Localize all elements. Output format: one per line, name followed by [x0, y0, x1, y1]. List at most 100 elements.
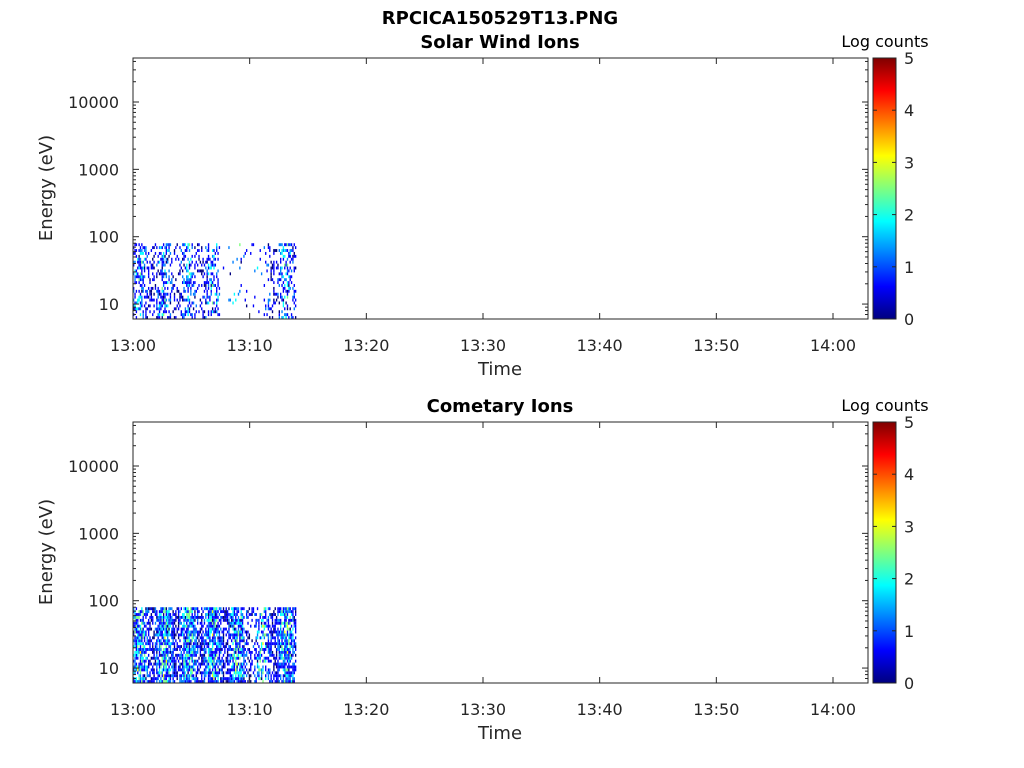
heatmap-cell	[202, 636, 204, 640]
heatmap-cell	[157, 674, 159, 678]
heatmap-cell	[194, 680, 196, 683]
heatmap-cell	[245, 304, 248, 308]
heatmap-cell	[201, 645, 203, 649]
heatmap-cell	[221, 668, 223, 672]
heatmap-cell	[184, 615, 187, 619]
heatmap-cell	[184, 662, 187, 666]
heatmap-cell	[186, 662, 188, 666]
heatmap-cell	[201, 627, 203, 631]
heatmap-cell	[191, 624, 193, 628]
heatmap-cell	[239, 668, 241, 672]
heatmap-cell	[286, 627, 289, 631]
heatmap-cell	[146, 266, 148, 270]
heatmap-cell	[152, 263, 154, 267]
heatmap-cell	[292, 613, 294, 616]
heatmap-cell	[269, 642, 271, 646]
heatmap-cell	[217, 639, 219, 643]
heatmap-cell	[226, 610, 229, 614]
heatmap-cell	[186, 680, 188, 683]
heatmap-cell	[280, 636, 282, 640]
heatmap-cell	[167, 680, 169, 683]
heatmap-cell	[187, 636, 189, 640]
heatmap-cell	[239, 642, 241, 646]
heatmap-cell	[228, 659, 230, 663]
heatmap-cell	[149, 636, 151, 640]
heatmap-cell	[284, 659, 286, 663]
heatmap-cell	[165, 642, 168, 646]
heatmap-cell	[293, 671, 295, 675]
heatmap-cell	[271, 316, 274, 319]
heatmap-cell	[254, 648, 256, 651]
heatmap-cell	[171, 636, 173, 640]
heatmap-cell	[281, 621, 283, 625]
heatmap-cell	[186, 668, 188, 672]
heatmap-cell	[180, 260, 182, 264]
heatmap-cell	[254, 613, 256, 616]
heatmap-cell	[213, 249, 215, 252]
heatmap-cell	[141, 662, 143, 666]
heatmap-cell	[143, 665, 146, 669]
heatmap-cell	[187, 269, 189, 273]
heatmap-cell	[222, 630, 225, 634]
heatmap-cell	[138, 636, 140, 640]
heatmap-cell	[135, 254, 138, 258]
heatmap-cell	[192, 292, 195, 296]
heatmap-cell	[165, 668, 168, 672]
heatmap-cell	[184, 677, 187, 681]
colorbar-tick-label: 2	[904, 570, 914, 589]
heatmap-cell	[217, 298, 219, 302]
heatmap-cell	[133, 251, 135, 255]
heatmap-cell	[157, 630, 159, 634]
heatmap-cell	[157, 677, 159, 681]
heatmap-cell	[139, 636, 142, 640]
heatmap-cell	[241, 615, 244, 619]
heatmap-cell	[177, 645, 180, 649]
heatmap-cell	[187, 613, 189, 616]
heatmap-cell	[198, 257, 200, 261]
heatmap-cell	[201, 249, 203, 252]
heatmap-cell	[273, 656, 275, 660]
heatmap-cell	[188, 677, 191, 681]
heatmap-cell	[207, 674, 210, 678]
heatmap-cell	[147, 648, 150, 651]
heatmap-cell	[153, 668, 155, 672]
heatmap-cell	[210, 650, 212, 654]
heatmap-cell	[294, 653, 297, 657]
heatmap-cell	[235, 656, 237, 660]
heatmap-cell	[236, 668, 238, 672]
heatmap-cell	[213, 607, 215, 611]
heatmap-cell	[292, 618, 294, 622]
heatmap-cell	[138, 677, 140, 681]
heatmap-cell	[218, 313, 221, 317]
colorbar-tick-label: 3	[904, 153, 914, 172]
heatmap-cell	[139, 627, 142, 631]
heatmap-cell	[210, 680, 212, 683]
heatmap-cell	[176, 298, 178, 302]
heatmap-cell	[134, 281, 136, 285]
heatmap-cell	[220, 650, 222, 654]
heatmap-cell	[137, 615, 139, 619]
heatmap-cell	[267, 639, 270, 643]
heatmap-cell	[232, 624, 234, 628]
heatmap-cell	[240, 668, 242, 672]
heatmap-cell	[182, 243, 184, 247]
heatmap-cell	[228, 621, 230, 625]
heatmap-cell	[288, 650, 290, 654]
heatmap-cell	[179, 677, 181, 681]
heatmap-cell	[228, 627, 230, 631]
heatmap-cell	[137, 650, 139, 654]
heatmap-cell	[277, 263, 279, 267]
heatmap-cell	[237, 656, 240, 660]
heatmap-cell	[147, 618, 150, 622]
heatmap-cell	[284, 665, 286, 669]
heatmap-cell	[146, 289, 148, 293]
heatmap-cell	[284, 639, 286, 643]
heatmap-cell	[205, 298, 207, 302]
heatmap-cell	[232, 648, 234, 651]
heatmap-cell	[251, 243, 253, 247]
heatmap-cell	[183, 677, 185, 681]
heatmap-cell	[141, 607, 143, 611]
heatmap-cell	[289, 243, 291, 247]
heatmap-cell	[292, 674, 294, 678]
heatmap-cell	[161, 286, 163, 290]
